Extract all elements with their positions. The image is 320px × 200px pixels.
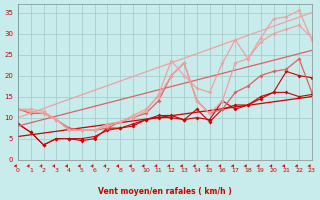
- X-axis label: Vent moyen/en rafales ( km/h ): Vent moyen/en rafales ( km/h ): [98, 187, 232, 196]
